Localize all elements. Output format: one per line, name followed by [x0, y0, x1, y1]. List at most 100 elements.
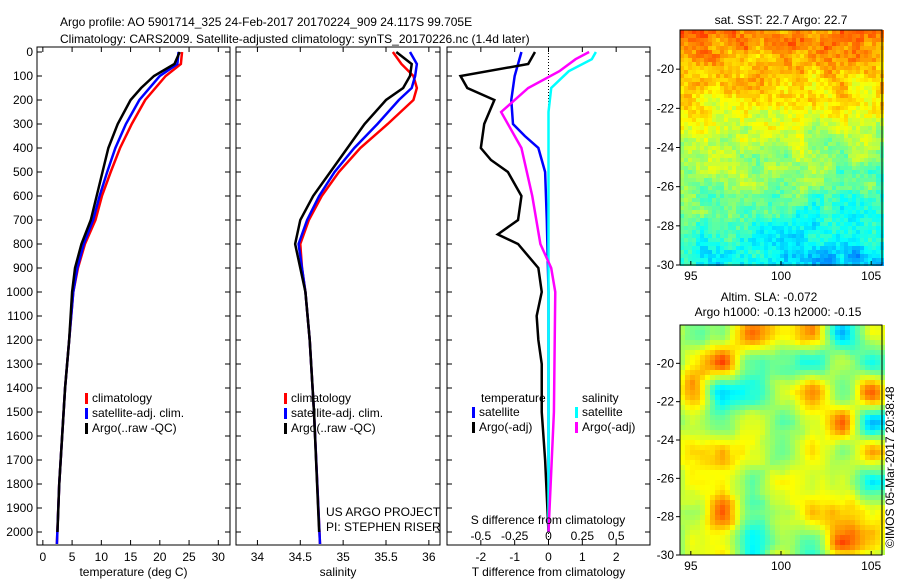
map-cell — [824, 202, 828, 206]
map-cell — [808, 74, 812, 78]
map-cell — [775, 370, 780, 375]
map-cell — [872, 90, 876, 94]
map-cell — [710, 340, 715, 345]
map-cell — [796, 58, 800, 62]
map-cell — [705, 520, 710, 525]
map-cell — [704, 42, 708, 46]
map-cell — [756, 178, 760, 182]
map-cell — [732, 154, 736, 158]
map-cell — [865, 345, 870, 350]
map-cell — [810, 525, 815, 530]
map-cell — [870, 510, 875, 515]
map-cell — [812, 254, 816, 258]
map-cell — [756, 42, 760, 46]
map-cell — [805, 440, 810, 445]
map-cell — [808, 46, 812, 50]
map-cell — [720, 415, 725, 420]
map-cell — [820, 505, 825, 510]
map-cell — [828, 258, 832, 262]
map-cell — [780, 182, 784, 186]
map-cell — [804, 250, 808, 254]
map-cell — [832, 50, 836, 54]
map-cell — [852, 234, 856, 238]
map-cell — [700, 520, 705, 525]
map-cell — [875, 405, 880, 410]
map-cell — [844, 90, 848, 94]
map-cell — [756, 258, 760, 262]
map-cell — [724, 118, 728, 122]
map-cell — [860, 58, 864, 62]
map-cell — [725, 385, 730, 390]
map-cell — [816, 142, 820, 146]
map-cell — [800, 38, 804, 42]
map-cell — [720, 475, 725, 480]
map-cell — [864, 194, 868, 198]
map-cell — [760, 42, 764, 46]
map-cell — [790, 380, 795, 385]
map-cell — [710, 530, 715, 535]
map-cell — [730, 375, 735, 380]
map-cell — [692, 170, 696, 174]
map-cell — [736, 150, 740, 154]
map-cell — [736, 218, 740, 222]
map-cell — [696, 190, 700, 194]
map-cell — [824, 238, 828, 242]
map-cell — [865, 355, 870, 360]
map-cell — [696, 30, 700, 34]
map-cell — [715, 385, 720, 390]
map-cell — [700, 210, 704, 214]
map-cell — [732, 118, 736, 122]
map-cell — [804, 106, 808, 110]
map-cell — [735, 350, 740, 355]
map-cell — [692, 90, 696, 94]
map-cell — [696, 98, 700, 102]
map-cell — [848, 42, 852, 46]
map-cell — [744, 54, 748, 58]
map-cell — [828, 34, 832, 38]
map-cell — [775, 450, 780, 455]
map-cell — [828, 218, 832, 222]
map-cell — [780, 455, 785, 460]
map-cell — [696, 158, 700, 162]
map-cell — [850, 490, 855, 495]
map-cell — [836, 58, 840, 62]
map-cell — [715, 440, 720, 445]
map-cell — [695, 335, 700, 340]
map-cell — [765, 490, 770, 495]
map-cell — [680, 110, 684, 114]
map-cell — [828, 106, 832, 110]
map-cell — [752, 170, 756, 174]
map-cell — [764, 206, 768, 210]
map-cell — [760, 345, 765, 350]
map-cell — [876, 38, 880, 42]
map-cell — [728, 150, 732, 154]
map-cell — [716, 190, 720, 194]
map-cell — [744, 58, 748, 62]
map-cell — [760, 385, 765, 390]
map-cell — [692, 46, 696, 50]
map-cell — [805, 415, 810, 420]
map-cell — [820, 510, 825, 515]
map-cell — [820, 395, 825, 400]
map-cell — [868, 38, 872, 42]
map-cell — [772, 198, 776, 202]
map-cell — [740, 122, 744, 126]
map-cell — [680, 214, 684, 218]
map-cell — [844, 166, 848, 170]
map-cell — [835, 500, 840, 505]
map-cell — [865, 515, 870, 520]
map-cell — [740, 385, 745, 390]
map-cell — [736, 126, 740, 130]
map-cell — [810, 375, 815, 380]
y-tick-label: 1500 — [6, 405, 33, 419]
map-cell — [830, 460, 835, 465]
map-cell — [752, 246, 756, 250]
map-cell — [792, 34, 796, 38]
map-cell — [815, 330, 820, 335]
map-cell — [852, 98, 856, 102]
map-cell — [810, 370, 815, 375]
map-cell — [855, 490, 860, 495]
map-cell — [705, 360, 710, 365]
map-cell — [784, 114, 788, 118]
map-cell — [860, 375, 865, 380]
